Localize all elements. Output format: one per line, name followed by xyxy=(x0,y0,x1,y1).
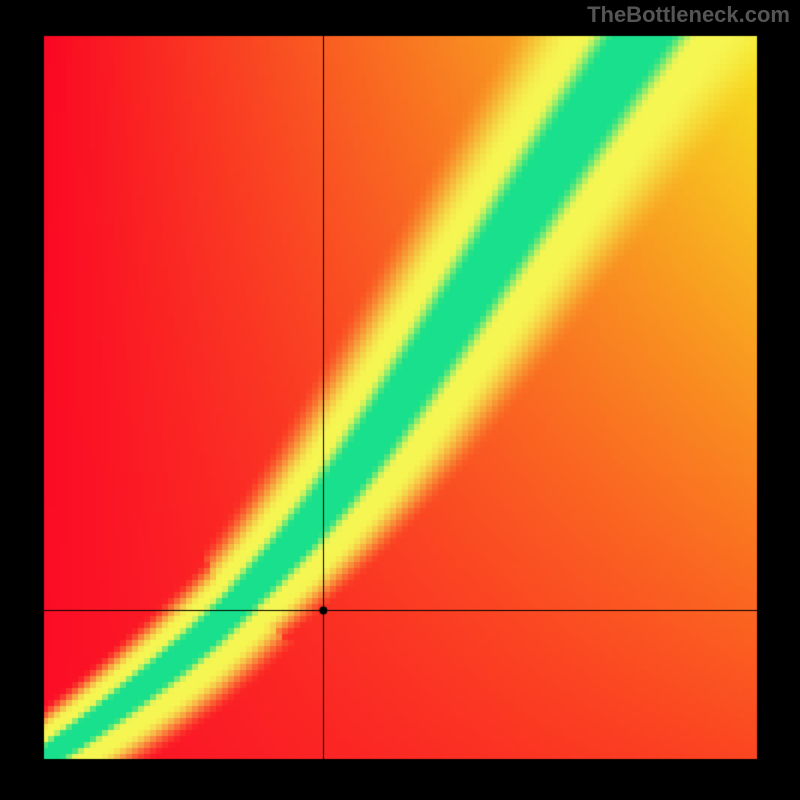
attribution-text: TheBottleneck.com xyxy=(587,2,790,28)
bottleneck-heatmap xyxy=(0,0,800,800)
